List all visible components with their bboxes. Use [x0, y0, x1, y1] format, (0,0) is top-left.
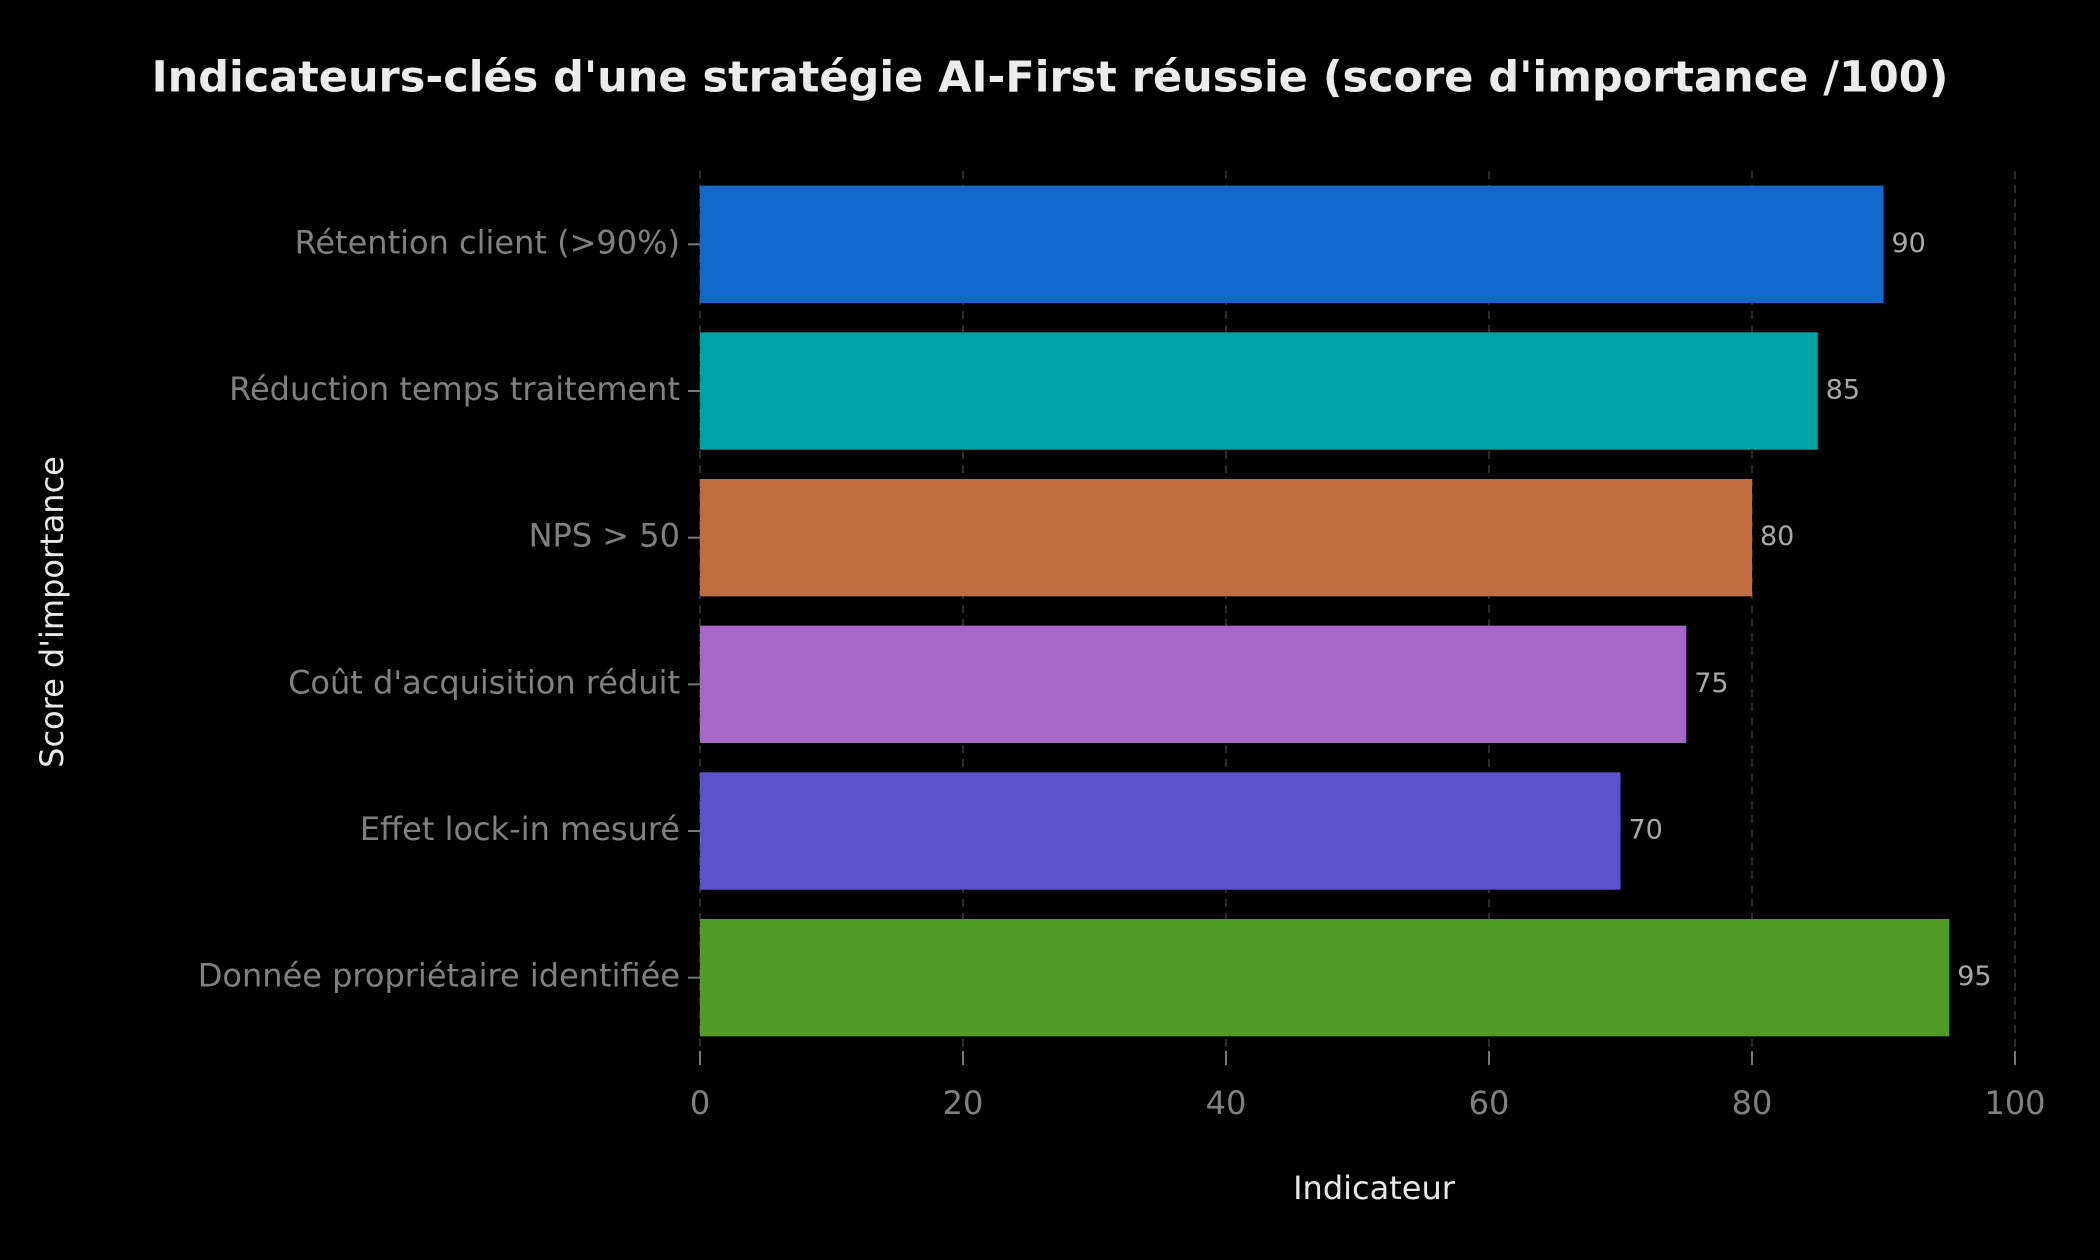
bar — [700, 185, 1884, 303]
chart-title: Indicateurs-clés d'une stratégie AI-Firs… — [152, 53, 1949, 103]
bar — [700, 479, 1752, 597]
y-tick-label: Coût d'acquisition réduit — [288, 663, 680, 701]
y-tick-label: Donnée propriétaire identifiée — [198, 957, 680, 995]
bar — [700, 919, 1950, 1037]
y-tick-label: Réduction temps traitement — [229, 370, 680, 408]
x-tick-label: 0 — [690, 1084, 710, 1122]
x-tick-label: 40 — [1206, 1084, 1247, 1122]
x-tick-label: 100 — [1984, 1084, 2045, 1122]
value-label: 90 — [1892, 228, 1926, 259]
value-label: 85 — [1826, 375, 1860, 406]
y-tick-label: Effet lock-in mesuré — [360, 810, 680, 848]
y-tick-label: NPS > 50 — [529, 517, 680, 555]
bar — [700, 625, 1687, 743]
x-tick-label: 60 — [1469, 1084, 1510, 1122]
value-label: 95 — [1957, 961, 1991, 992]
x-tick-label: 20 — [943, 1084, 984, 1122]
bar — [700, 332, 1818, 450]
value-label: 70 — [1629, 815, 1663, 846]
value-label: 80 — [1760, 521, 1794, 552]
y-axis-label: Score d'importance — [33, 456, 71, 768]
x-tick-label: 80 — [1732, 1084, 1773, 1122]
y-tick-label: Rétention client (>90%) — [295, 223, 680, 261]
x-axis-label: Indicateur — [1293, 1169, 1456, 1207]
value-label: 75 — [1694, 668, 1728, 699]
bar — [700, 772, 1621, 890]
